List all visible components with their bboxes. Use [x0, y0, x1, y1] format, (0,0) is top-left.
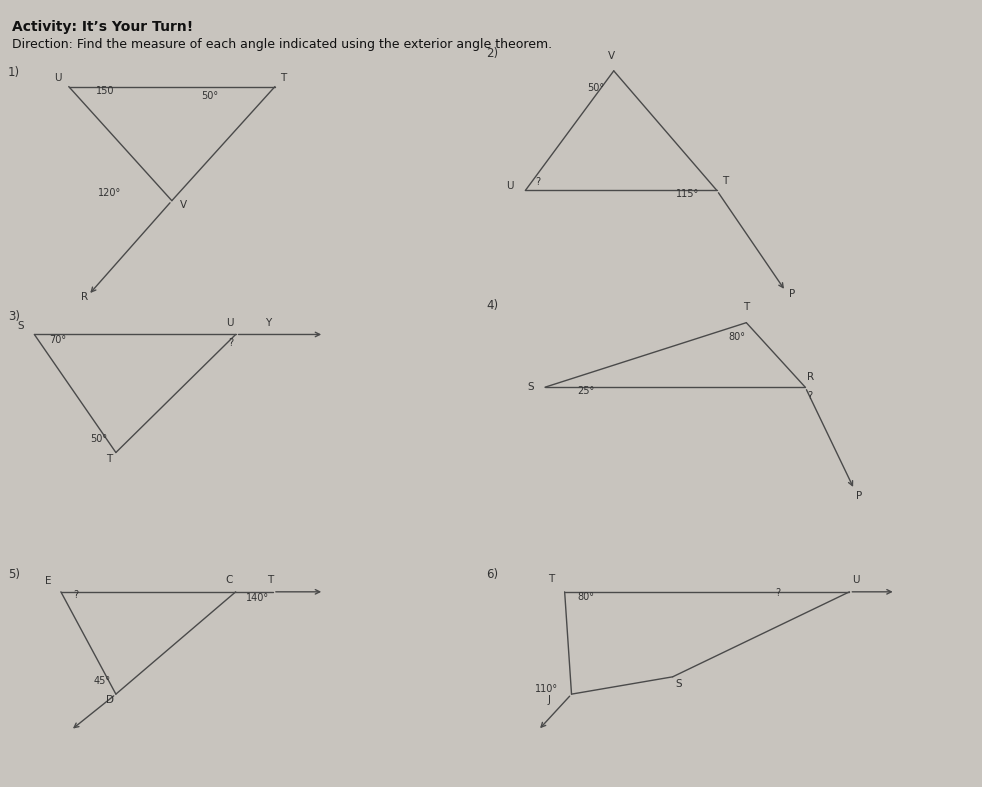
- Text: T: T: [743, 302, 749, 312]
- Text: 45°: 45°: [93, 676, 110, 686]
- Text: 80°: 80°: [577, 592, 594, 602]
- Text: S: S: [527, 382, 534, 392]
- Text: V: V: [608, 51, 615, 61]
- Text: 25°: 25°: [577, 386, 595, 396]
- Text: P: P: [789, 289, 794, 299]
- Text: D: D: [106, 695, 114, 705]
- Text: 140°: 140°: [246, 593, 269, 603]
- Text: Y: Y: [265, 318, 271, 328]
- Text: 4): 4): [486, 298, 498, 312]
- Text: ?: ?: [535, 177, 540, 187]
- Text: 1): 1): [8, 65, 20, 79]
- Text: ?: ?: [74, 590, 79, 600]
- Text: Direction: Find the measure of each angle indicated using the exterior angle the: Direction: Find the measure of each angl…: [12, 38, 552, 51]
- Text: 50°: 50°: [90, 434, 107, 444]
- Text: 80°: 80°: [729, 331, 745, 342]
- Text: T: T: [548, 574, 554, 584]
- Text: P: P: [856, 490, 862, 501]
- Text: S: S: [18, 320, 25, 331]
- Text: T: T: [267, 575, 273, 585]
- Text: 110°: 110°: [535, 684, 559, 694]
- Text: U: U: [852, 575, 860, 585]
- Text: 6): 6): [486, 567, 498, 581]
- Text: T: T: [106, 454, 112, 464]
- Text: ?: ?: [228, 338, 233, 348]
- Text: T: T: [722, 176, 728, 186]
- Text: S: S: [676, 679, 682, 689]
- Text: E: E: [45, 576, 52, 586]
- Text: T: T: [280, 73, 286, 83]
- Text: 115°: 115°: [676, 189, 699, 199]
- Text: Activity: It’s Your Turn!: Activity: It’s Your Turn!: [12, 20, 193, 34]
- Text: R: R: [807, 371, 814, 382]
- Text: 120°: 120°: [98, 188, 122, 198]
- Text: 2): 2): [486, 46, 498, 60]
- Text: 5): 5): [8, 567, 20, 581]
- Text: U: U: [506, 181, 514, 191]
- Text: ?: ?: [807, 391, 812, 401]
- Text: V: V: [180, 200, 187, 210]
- Text: C: C: [226, 575, 234, 585]
- Text: J: J: [548, 695, 551, 705]
- Text: 3): 3): [8, 309, 20, 323]
- Text: ?: ?: [776, 588, 781, 598]
- Text: R: R: [81, 292, 87, 302]
- Text: U: U: [54, 73, 62, 83]
- Text: U: U: [226, 318, 234, 328]
- Text: 70°: 70°: [49, 335, 66, 345]
- Text: 50°: 50°: [587, 83, 604, 93]
- Text: 50°: 50°: [201, 91, 218, 101]
- Text: 150: 150: [96, 86, 115, 96]
